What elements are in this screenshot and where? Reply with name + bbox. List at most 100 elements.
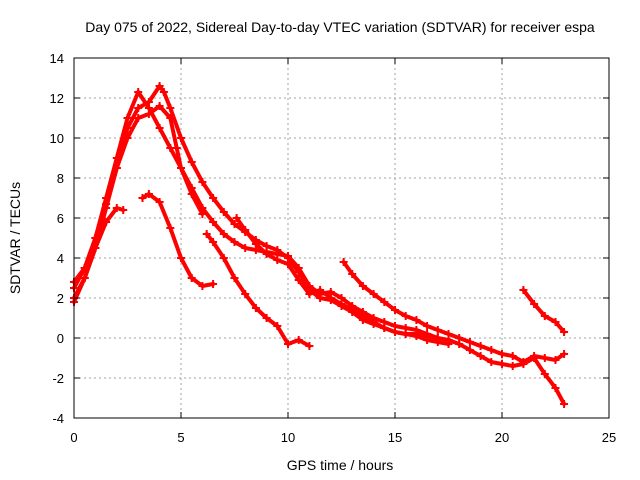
data-point bbox=[172, 144, 181, 152]
data-point bbox=[358, 282, 367, 290]
y-tick-label: 10 bbox=[50, 131, 64, 146]
data-point bbox=[519, 358, 528, 366]
data-point bbox=[380, 298, 389, 306]
x-axis-label: GPS time / hours bbox=[287, 457, 394, 473]
y-tick-label: 8 bbox=[57, 171, 64, 186]
data-point bbox=[230, 220, 239, 228]
data-point bbox=[219, 208, 228, 216]
data-point bbox=[294, 336, 303, 344]
data-point bbox=[119, 206, 128, 214]
data-point bbox=[508, 352, 517, 360]
data-point bbox=[433, 326, 442, 334]
x-tick-label: 15 bbox=[388, 430, 402, 445]
data-point bbox=[391, 328, 399, 336]
data-point bbox=[91, 244, 100, 252]
data-point bbox=[498, 360, 506, 368]
data-point bbox=[241, 244, 250, 252]
data-point bbox=[177, 164, 185, 172]
data-point bbox=[155, 124, 164, 132]
data-point bbox=[112, 204, 121, 212]
data-point bbox=[262, 314, 271, 322]
data-point bbox=[102, 218, 111, 226]
data-point bbox=[339, 258, 348, 266]
data-point bbox=[102, 200, 111, 208]
y-tick-label: -2 bbox=[52, 371, 64, 386]
x-tick-label: 20 bbox=[495, 430, 509, 445]
data-point bbox=[187, 274, 196, 282]
data-point bbox=[560, 400, 569, 408]
data-point bbox=[262, 242, 271, 250]
y-tick-label: 6 bbox=[57, 211, 64, 226]
y-tick-label: 14 bbox=[50, 51, 64, 66]
data-point bbox=[209, 238, 218, 246]
data-point bbox=[560, 328, 569, 336]
data-point bbox=[560, 350, 569, 358]
data-point bbox=[337, 300, 346, 308]
data-point bbox=[391, 306, 399, 314]
data-point bbox=[273, 246, 282, 254]
plot-frame bbox=[73, 57, 610, 419]
series-track-9 bbox=[519, 286, 569, 336]
data-point bbox=[540, 354, 549, 362]
series-line bbox=[140, 192, 216, 288]
data-point bbox=[134, 114, 143, 122]
series-line bbox=[72, 84, 451, 346]
data-point bbox=[412, 330, 421, 338]
data-point bbox=[198, 178, 207, 186]
y-tick-label: 4 bbox=[57, 251, 64, 266]
data-point bbox=[423, 322, 432, 330]
data-point bbox=[219, 254, 228, 262]
data-point bbox=[232, 214, 241, 222]
series-line bbox=[341, 260, 567, 364]
data-point bbox=[166, 104, 175, 112]
series-track-4 bbox=[70, 204, 128, 306]
x-tick-label: 25 bbox=[602, 430, 616, 445]
data-point bbox=[198, 282, 207, 290]
data-point bbox=[198, 210, 207, 218]
data-point bbox=[144, 110, 153, 118]
data-point bbox=[155, 198, 164, 206]
data-point bbox=[294, 268, 303, 276]
grid bbox=[74, 58, 609, 418]
data-point bbox=[551, 356, 560, 364]
data-point bbox=[508, 362, 517, 370]
data-point bbox=[134, 104, 143, 112]
data-point bbox=[155, 102, 164, 110]
x-tick-label: 10 bbox=[281, 430, 295, 445]
x-tick-label: 5 bbox=[177, 430, 184, 445]
data-point bbox=[134, 88, 143, 96]
data-point bbox=[487, 358, 496, 366]
y-tick-label: -4 bbox=[52, 411, 64, 426]
data-point bbox=[209, 194, 218, 202]
data-point bbox=[177, 134, 185, 142]
data-point bbox=[251, 304, 260, 312]
y-tick-label: 2 bbox=[57, 291, 64, 306]
data-point bbox=[401, 312, 410, 320]
data-point bbox=[284, 260, 292, 268]
data-point bbox=[123, 134, 132, 142]
series-track-5 bbox=[138, 190, 218, 290]
chart-title: Day 075 of 2022, Sidereal Day-to-day VTE… bbox=[85, 19, 595, 35]
data-point bbox=[551, 318, 560, 326]
series-track-3 bbox=[70, 102, 207, 292]
y-tick-label: 0 bbox=[57, 331, 64, 346]
data-point bbox=[358, 312, 367, 320]
data-point bbox=[326, 294, 335, 302]
data-point bbox=[476, 342, 485, 350]
data-point bbox=[476, 352, 485, 360]
data-point bbox=[433, 334, 442, 342]
data-point bbox=[316, 286, 325, 294]
data-point bbox=[202, 230, 211, 238]
data-point bbox=[230, 274, 239, 282]
data-point bbox=[112, 164, 121, 172]
x-axis-ticks: 0 5 10 15 20 25 bbox=[70, 58, 616, 445]
data-point bbox=[498, 350, 506, 358]
data-point bbox=[209, 218, 218, 226]
data-point bbox=[144, 98, 153, 106]
data-point bbox=[519, 286, 528, 294]
data-point bbox=[348, 270, 357, 278]
data-point bbox=[123, 124, 132, 132]
data-point bbox=[80, 274, 89, 282]
plot-area bbox=[70, 82, 569, 408]
